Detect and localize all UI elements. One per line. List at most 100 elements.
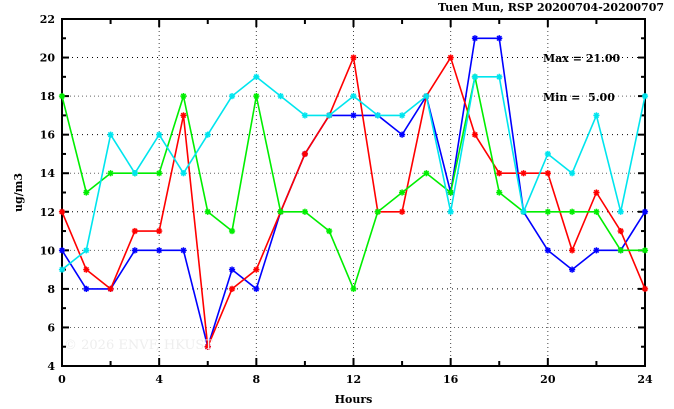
data-point xyxy=(131,227,138,235)
svg-text:10: 10 xyxy=(40,244,56,257)
data-point xyxy=(131,247,138,254)
page-title: Tuen Mun, RSP 20200704-20200707 xyxy=(437,1,664,14)
svg-text:4: 4 xyxy=(47,360,55,373)
data-point xyxy=(617,208,624,215)
data-point xyxy=(423,93,430,100)
data-point xyxy=(83,247,90,254)
data-point xyxy=(204,131,211,138)
data-point xyxy=(471,35,479,42)
data-point xyxy=(544,208,551,215)
data-point xyxy=(398,112,406,119)
data-point xyxy=(350,54,357,61)
data-point xyxy=(641,285,649,292)
data-point xyxy=(83,189,90,196)
watermark-text: © 2026 ENVF, HKUST xyxy=(64,338,213,353)
data-point xyxy=(301,112,309,119)
svg-text:12: 12 xyxy=(40,206,55,219)
data-point xyxy=(253,285,260,292)
data-point xyxy=(447,54,454,61)
data-point xyxy=(180,170,187,177)
data-point xyxy=(156,227,163,235)
data-point xyxy=(569,266,576,273)
data-point xyxy=(569,170,576,177)
y-axis-label: ug/m3 xyxy=(12,173,25,212)
data-point xyxy=(301,208,309,215)
data-point xyxy=(447,208,454,215)
data-point xyxy=(58,266,66,273)
data-point xyxy=(496,189,503,196)
data-point xyxy=(641,247,649,254)
data-point xyxy=(204,343,211,350)
data-point xyxy=(350,112,357,119)
stats-legend: Max = 21.00 Min = 5.00 xyxy=(543,26,620,130)
data-point xyxy=(641,93,649,100)
data-point xyxy=(471,131,479,138)
data-point xyxy=(228,227,236,235)
svg-text:4: 4 xyxy=(155,373,163,386)
svg-text:24: 24 xyxy=(637,373,653,386)
data-point xyxy=(83,285,90,292)
data-point xyxy=(326,112,333,119)
data-point xyxy=(253,93,260,100)
data-point xyxy=(180,112,187,119)
data-point xyxy=(301,150,309,158)
data-point xyxy=(131,170,138,177)
data-point xyxy=(58,208,66,215)
data-point xyxy=(107,170,114,177)
data-point xyxy=(58,93,66,100)
data-point xyxy=(593,189,600,196)
data-point xyxy=(520,208,527,215)
data-point xyxy=(398,189,406,196)
svg-text:18: 18 xyxy=(40,90,56,103)
data-point xyxy=(520,170,527,177)
data-point xyxy=(569,247,576,254)
data-point xyxy=(374,208,381,215)
data-point xyxy=(180,247,187,254)
svg-text:12: 12 xyxy=(346,373,361,386)
data-point xyxy=(350,93,357,100)
data-point xyxy=(447,189,454,196)
data-point xyxy=(83,266,90,273)
data-point xyxy=(180,93,187,100)
data-point xyxy=(107,285,114,292)
svg-text:22: 22 xyxy=(40,13,55,26)
data-point xyxy=(496,170,503,177)
data-point xyxy=(253,73,260,80)
data-point xyxy=(398,208,406,215)
svg-text:8: 8 xyxy=(253,373,261,386)
data-point xyxy=(374,112,381,119)
data-point xyxy=(204,208,211,215)
data-point xyxy=(326,227,333,235)
data-point xyxy=(228,266,236,273)
svg-text:16: 16 xyxy=(443,373,459,386)
data-point xyxy=(544,170,551,177)
data-point xyxy=(544,247,551,254)
data-point xyxy=(156,170,163,177)
data-point xyxy=(58,247,66,254)
data-point xyxy=(228,285,236,292)
svg-text:14: 14 xyxy=(40,167,56,180)
data-point xyxy=(277,208,284,215)
x-axis-label: Hours xyxy=(335,393,373,406)
svg-text:0: 0 xyxy=(58,373,66,386)
data-point xyxy=(617,247,624,254)
legend-min-label: Min = 5.00 xyxy=(543,91,615,104)
data-point xyxy=(156,131,163,138)
data-point xyxy=(593,112,600,119)
data-series xyxy=(58,35,649,350)
svg-text:8: 8 xyxy=(47,283,55,296)
svg-text:16: 16 xyxy=(40,129,56,142)
data-point xyxy=(107,131,114,138)
data-point xyxy=(471,73,479,80)
data-point xyxy=(496,73,503,80)
legend-max-label: Max = 21.00 xyxy=(543,52,621,65)
svg-text:6: 6 xyxy=(47,321,55,334)
data-point xyxy=(593,208,600,215)
data-point xyxy=(593,247,600,254)
svg-text:20: 20 xyxy=(40,52,56,65)
data-point xyxy=(423,170,430,177)
data-point xyxy=(277,93,284,100)
